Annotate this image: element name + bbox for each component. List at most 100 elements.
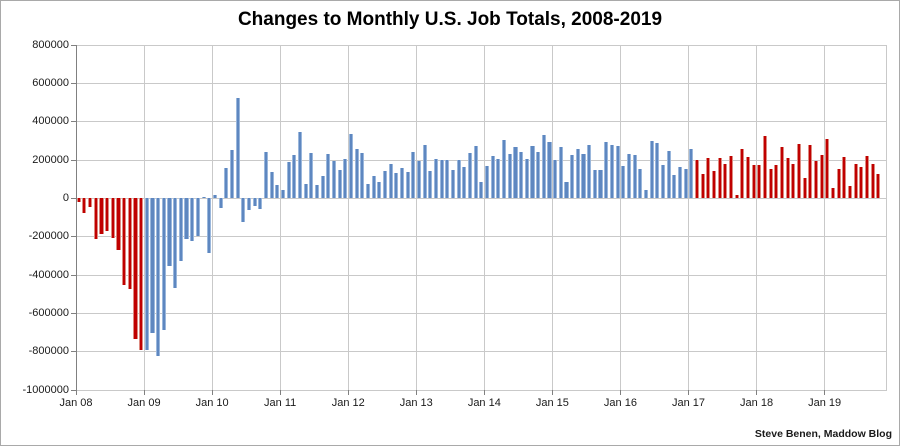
bar-2008-Jan xyxy=(76,198,81,202)
bar-2011-Aug xyxy=(320,176,325,199)
bar-2016-Jan xyxy=(621,166,626,199)
x-tick-mark xyxy=(824,390,826,395)
y-tick-mark xyxy=(71,274,76,276)
x-axis-label: Jan 19 xyxy=(808,397,842,409)
y-gridline-200000 xyxy=(76,159,887,161)
bar-2012-Apr xyxy=(365,183,371,199)
bar-2016-Feb xyxy=(626,153,631,199)
bar-2012-May xyxy=(371,176,376,199)
bar-2010-Sep xyxy=(258,198,263,210)
bar-2013-Oct xyxy=(468,152,473,199)
x-tick-mark xyxy=(551,390,553,395)
x-gridline-Jan-09 xyxy=(143,45,145,390)
bar-2012-Sep xyxy=(394,173,399,199)
y-tick-mark xyxy=(71,389,76,391)
bar-2018-Jul xyxy=(791,164,796,199)
y-tick-mark xyxy=(71,236,76,238)
bar-2017-Jan xyxy=(689,148,694,199)
x-axis-label: Jan 10 xyxy=(195,397,229,409)
bar-2012-Nov xyxy=(405,171,410,199)
x-axis-label: Jan 08 xyxy=(59,397,93,409)
bar-2016-Jul xyxy=(655,142,660,199)
bar-2017-Dec xyxy=(751,164,756,199)
x-axis-label: Jan 17 xyxy=(671,397,706,409)
bar-2016-Oct xyxy=(672,174,677,199)
bar-2014-Feb xyxy=(490,155,495,199)
bar-2016-Dec xyxy=(683,168,688,199)
bar-2009-Oct xyxy=(195,198,200,237)
bar-2011-Feb xyxy=(286,162,291,199)
bar-2013-Jul xyxy=(451,169,456,199)
bar-2017-Aug xyxy=(728,155,734,199)
bar-2015-Apr xyxy=(570,155,575,199)
bar-2016-May xyxy=(643,190,648,199)
x-axis-label: Jan 16 xyxy=(603,397,637,409)
bar-2013-May xyxy=(439,160,444,199)
y-gridline-0 xyxy=(76,197,887,199)
bar-2015-Aug xyxy=(592,169,597,199)
bar-2011-May xyxy=(303,184,308,199)
bar-2017-Jul xyxy=(723,164,728,199)
y-gridline--200000 xyxy=(76,236,887,238)
x-axis-label: Jan 14 xyxy=(467,397,501,409)
x-tick-mark xyxy=(688,390,689,395)
x-gridline-Jan-13 xyxy=(415,45,417,390)
bar-2012-Jul xyxy=(382,170,388,199)
bar-2015-Jan xyxy=(553,159,558,199)
bar-2014-Dec xyxy=(547,142,552,199)
y-axis-label: -600000 xyxy=(28,306,69,319)
bar-2010-Apr xyxy=(229,150,234,199)
bar-2011-Apr xyxy=(297,132,302,199)
bar-2009-Feb xyxy=(150,198,155,333)
bar-2012-Dec xyxy=(411,151,416,199)
y-tick-mark xyxy=(71,351,76,353)
x-gridline-Jan-16 xyxy=(619,45,621,390)
bar-2017-Apr xyxy=(706,158,711,199)
bar-2010-Oct xyxy=(263,152,268,199)
x-tick-mark xyxy=(75,390,77,395)
y-tick-mark xyxy=(71,159,76,161)
bar-2015-May xyxy=(575,148,580,199)
x-axis-label: Jan 11 xyxy=(264,397,297,409)
y-gridline--1000000 xyxy=(76,389,887,391)
bar-2012-Aug xyxy=(388,163,393,199)
bar-2008-Oct xyxy=(127,198,132,290)
y-gridline-600000 xyxy=(76,82,887,84)
bar-2011-Oct xyxy=(331,161,337,199)
bar-2019-Aug xyxy=(865,156,870,199)
bar-2009-Sep xyxy=(190,198,195,242)
bar-2012-Oct xyxy=(400,168,405,199)
y-tick-mark xyxy=(71,44,76,46)
bar-2011-Dec xyxy=(343,159,348,199)
bar-2008-Aug xyxy=(116,198,121,251)
bar-2018-Jan xyxy=(757,164,762,199)
bar-2014-Sep xyxy=(530,146,535,199)
bar-2010-Jul xyxy=(246,198,251,211)
bar-2008-Jun xyxy=(105,198,110,231)
bar-2009-Nov xyxy=(201,197,206,199)
bar-2015-Sep xyxy=(598,169,603,199)
y-gridline--600000 xyxy=(76,312,887,314)
bar-2018-Mar xyxy=(768,168,773,199)
bar-2014-Jun xyxy=(513,147,518,199)
bar-2018-Dec xyxy=(819,154,824,199)
x-gridline-Jan-18 xyxy=(756,45,758,390)
bar-2008-Mar xyxy=(88,198,93,208)
bar-2016-Mar xyxy=(632,155,637,199)
bar-2016-Nov xyxy=(677,166,682,199)
bar-2016-Apr xyxy=(638,169,643,199)
bar-2008-Sep xyxy=(122,198,127,285)
bar-2019-Mar xyxy=(836,169,841,199)
bar-2017-Nov xyxy=(745,156,751,199)
x-tick-mark xyxy=(619,390,621,395)
y-tick-mark xyxy=(71,82,76,84)
bar-2019-Sep xyxy=(870,163,875,199)
bar-2013-Mar xyxy=(428,171,433,199)
x-axis-label: Jan 18 xyxy=(740,397,774,409)
bar-2013-Jun xyxy=(445,159,450,199)
bar-2019-May xyxy=(848,186,853,199)
x-gridline-Jan-19 xyxy=(824,45,826,390)
bar-2014-May xyxy=(507,154,512,199)
bar-2009-Dec xyxy=(207,198,212,253)
bar-2018-Aug xyxy=(796,143,802,199)
